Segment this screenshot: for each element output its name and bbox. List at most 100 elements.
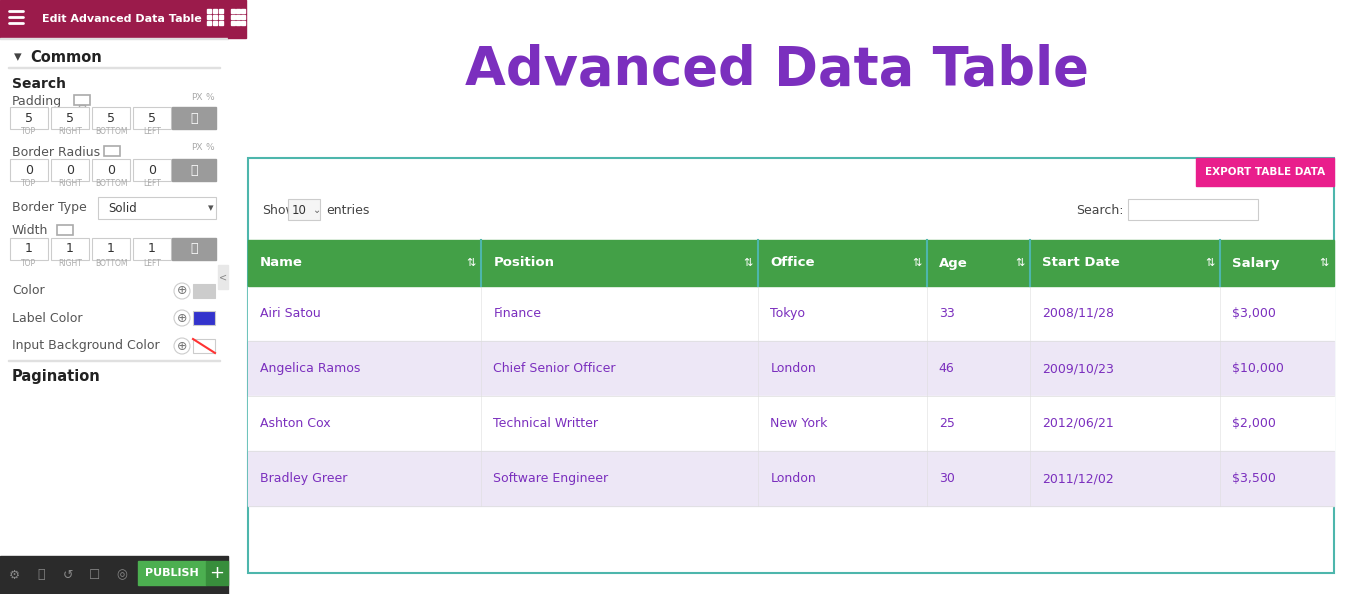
Text: <: < bbox=[219, 272, 227, 282]
Text: 25: 25 bbox=[938, 417, 954, 430]
Bar bbox=[248, 158, 1334, 573]
Text: 1: 1 bbox=[26, 242, 32, 255]
Text: ⊕: ⊕ bbox=[176, 285, 187, 298]
Bar bbox=[207, 15, 211, 19]
Bar bbox=[74, 95, 90, 105]
Text: London: London bbox=[770, 362, 816, 375]
Text: Label Color: Label Color bbox=[12, 311, 82, 324]
Text: Angelica Ramos: Angelica Ramos bbox=[260, 362, 361, 375]
Text: ⧉: ⧉ bbox=[38, 568, 44, 582]
Bar bbox=[8, 67, 219, 68]
Text: 10: 10 bbox=[292, 204, 307, 216]
Text: Border Type: Border Type bbox=[12, 201, 86, 213]
Bar bbox=[248, 286, 1334, 341]
Text: ⇅: ⇅ bbox=[913, 258, 922, 268]
Text: BOTTOM: BOTTOM bbox=[94, 258, 128, 267]
Text: Position: Position bbox=[494, 257, 555, 270]
Text: ▾: ▾ bbox=[13, 49, 22, 65]
Text: 5: 5 bbox=[26, 112, 34, 125]
Bar bbox=[241, 15, 245, 19]
Bar bbox=[79, 105, 85, 108]
Bar bbox=[232, 9, 236, 13]
Text: PX: PX bbox=[191, 144, 202, 153]
Text: Padding: Padding bbox=[12, 94, 62, 108]
Bar bbox=[9, 107, 48, 129]
Text: TOP: TOP bbox=[22, 258, 36, 267]
Text: ☐: ☐ bbox=[89, 568, 101, 582]
Bar bbox=[172, 159, 215, 181]
Text: Tokyo: Tokyo bbox=[770, 307, 805, 320]
Bar bbox=[0, 0, 227, 594]
Text: ⇅: ⇅ bbox=[1205, 258, 1214, 268]
Bar bbox=[213, 15, 217, 19]
Text: Advanced Data Table: Advanced Data Table bbox=[466, 44, 1089, 96]
Text: Color: Color bbox=[12, 285, 44, 298]
Bar bbox=[227, 0, 246, 38]
Text: RIGHT: RIGHT bbox=[58, 258, 82, 267]
Text: ⚙: ⚙ bbox=[8, 568, 20, 582]
Bar bbox=[236, 21, 240, 25]
Circle shape bbox=[174, 283, 190, 299]
Bar bbox=[0, 556, 227, 594]
Text: 1: 1 bbox=[148, 242, 156, 255]
Text: entries: entries bbox=[326, 204, 369, 216]
Text: 30: 30 bbox=[938, 472, 954, 485]
Bar bbox=[57, 225, 73, 235]
Bar bbox=[248, 451, 1334, 506]
Text: Bradley Greer: Bradley Greer bbox=[260, 472, 347, 485]
Bar bbox=[218, 265, 227, 289]
Bar bbox=[248, 396, 1334, 451]
Text: LEFT: LEFT bbox=[143, 179, 162, 188]
Text: 46: 46 bbox=[938, 362, 954, 375]
Text: 0: 0 bbox=[66, 163, 74, 176]
Text: ⊕: ⊕ bbox=[176, 311, 187, 324]
Text: ⌄: ⌄ bbox=[314, 205, 322, 215]
Text: +: + bbox=[210, 564, 225, 582]
Text: 0: 0 bbox=[26, 163, 34, 176]
Text: Ashton Cox: Ashton Cox bbox=[260, 417, 331, 430]
Bar bbox=[104, 146, 120, 156]
Text: New York: New York bbox=[770, 417, 828, 430]
Bar bbox=[139, 561, 206, 585]
Bar bbox=[133, 238, 171, 260]
Bar bbox=[227, 0, 1346, 594]
Text: RIGHT: RIGHT bbox=[58, 128, 82, 137]
Bar bbox=[133, 107, 171, 129]
Text: BOTTOM: BOTTOM bbox=[94, 179, 128, 188]
Text: Chief Senior Officer: Chief Senior Officer bbox=[494, 362, 616, 375]
Bar bbox=[51, 107, 89, 129]
Bar bbox=[192, 339, 215, 353]
Text: PUBLISH: PUBLISH bbox=[145, 568, 199, 578]
Text: ↺: ↺ bbox=[63, 568, 73, 582]
Text: Software Engineer: Software Engineer bbox=[494, 472, 608, 485]
Bar bbox=[236, 9, 240, 13]
Bar bbox=[248, 341, 1334, 396]
Text: LEFT: LEFT bbox=[143, 128, 162, 137]
Text: ⇅: ⇅ bbox=[1319, 258, 1329, 268]
Text: Show: Show bbox=[262, 204, 296, 216]
Text: London: London bbox=[770, 472, 816, 485]
Bar bbox=[248, 240, 1334, 286]
Text: Salary: Salary bbox=[1232, 257, 1280, 270]
Bar bbox=[192, 311, 215, 325]
Bar bbox=[172, 238, 215, 260]
Text: Airi Satou: Airi Satou bbox=[260, 307, 320, 320]
Text: Technical Writter: Technical Writter bbox=[494, 417, 599, 430]
Bar bbox=[207, 21, 211, 25]
Bar bbox=[219, 15, 223, 19]
Text: Edit Advanced Data Table: Edit Advanced Data Table bbox=[42, 14, 202, 24]
Text: ⛓: ⛓ bbox=[190, 112, 198, 125]
Text: ⇅: ⇅ bbox=[467, 258, 476, 268]
Text: ◎: ◎ bbox=[117, 568, 128, 582]
Bar bbox=[1128, 199, 1259, 220]
Bar bbox=[92, 107, 131, 129]
Bar bbox=[288, 199, 320, 220]
Text: $2,000: $2,000 bbox=[1232, 417, 1276, 430]
Text: Age: Age bbox=[938, 257, 968, 270]
Text: PX: PX bbox=[191, 93, 202, 102]
Bar bbox=[0, 0, 227, 38]
Bar bbox=[207, 9, 211, 13]
Text: 2011/12/02: 2011/12/02 bbox=[1042, 472, 1113, 485]
Bar bbox=[51, 238, 89, 260]
Text: 2009/10/23: 2009/10/23 bbox=[1042, 362, 1113, 375]
